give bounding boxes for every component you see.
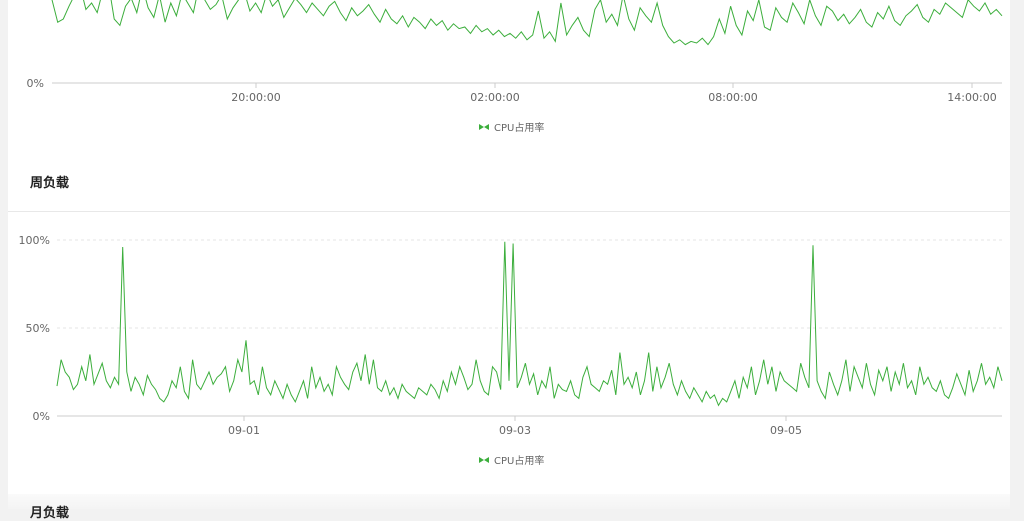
weekly-legend-icon — [479, 457, 489, 463]
daily-legend-icon — [479, 124, 489, 130]
daily-legend-label: CPU占用率 — [494, 121, 544, 134]
weekly-load-title: 周负载 — [30, 176, 70, 191]
charts-canvas: 0% 20:00:00 02:00:00 08:00:00 14:00:00 CPU占… — [19, 0, 1003, 467]
daily-x-tick-label: 02:00:00 — [470, 91, 519, 104]
weekly-y-tick-0: 0% — [33, 410, 50, 423]
weekly-x-tick-label: 09-03 — [499, 424, 531, 437]
weekly-chart: 100% 50% 0% 09-01 09-03 09-05 CPU占用率 — [19, 234, 1003, 467]
next-card-edge — [8, 494, 1010, 509]
chart-card — [8, 0, 1010, 509]
weekly-x-tick-label: 09-01 — [228, 424, 260, 437]
daily-legend[interactable]: CPU占用率 — [479, 121, 544, 134]
section-divider — [8, 211, 1010, 212]
weekly-legend-label: CPU占用率 — [494, 454, 544, 467]
weekly-y-tick-50: 50% — [26, 322, 50, 335]
weekly-legend[interactable]: CPU占用率 — [479, 454, 544, 467]
daily-y-tick-0: 0% — [27, 77, 44, 90]
weekly-y-tick-100: 100% — [19, 234, 50, 247]
weekly-x-tick-label: 09-05 — [770, 424, 802, 437]
daily-x-tick-label: 14:00:00 — [947, 91, 996, 104]
daily-chart: 0% 20:00:00 02:00:00 08:00:00 14:00:00 CPU占… — [27, 0, 1003, 134]
daily-cpu-series-line — [51, 0, 1003, 46]
weekly-cpu-series-line — [56, 241, 1003, 407]
daily-x-tick-label: 20:00:00 — [231, 91, 280, 104]
daily-x-tick-label: 08:00:00 — [708, 91, 757, 104]
